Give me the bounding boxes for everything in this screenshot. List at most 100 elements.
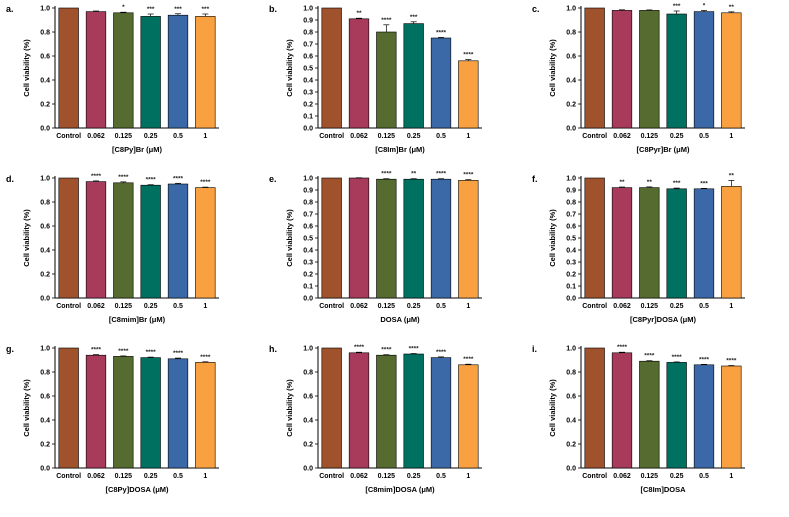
x-tick-label: 0.125	[378, 133, 396, 140]
y-tick-label: 0.4	[566, 248, 576, 255]
significance-label: ****	[200, 179, 211, 186]
y-tick-label: 0.8	[566, 30, 576, 37]
x-tick-label: 0.25	[407, 473, 421, 480]
y-tick-label: 0.7	[566, 212, 576, 219]
panel-label: b.	[269, 4, 277, 14]
y-tick-label: 0.6	[303, 54, 313, 61]
bar	[430, 357, 452, 469]
chart-panel: h. Cell viability (%) 0.0 0.2 0.4 0.6 0.8 1.0 Co…	[269, 344, 482, 494]
x-axis-title: DOSA (μM)	[380, 315, 420, 324]
y-tick-label: 0.4	[303, 248, 313, 255]
chart-panel: i. Cell viability (%) 0.0 0.2 0.4 0.6 0.8 1.0 Co…	[532, 344, 745, 494]
chart-panel: d. Cell viability (%) 0.0 0.2 0.4 0.6 0.8 1.0 Co…	[6, 173, 219, 324]
significance-label: ****	[699, 356, 710, 363]
y-tick-label: 0.5	[303, 66, 313, 73]
x-axis-title: [C8Pyr]DOSA (μM)	[630, 315, 696, 324]
chart-panel: g. Cell viability (%) 0.0 0.2 0.4 0.6 0.8 1.0 Co…	[6, 344, 219, 494]
significance-label: ****	[644, 353, 655, 360]
x-tick-label: Control	[56, 303, 81, 310]
x-tick-label: Control	[319, 473, 344, 480]
x-tick-label: 0.062	[613, 303, 631, 310]
y-tick-label: 0.9	[566, 188, 576, 195]
y-tick-label: 0.4	[40, 78, 50, 85]
y-tick-label: 0.0	[303, 466, 313, 473]
bar	[85, 354, 107, 469]
y-tick-label: 0.2	[303, 442, 313, 449]
bar	[85, 181, 107, 299]
bar	[58, 7, 79, 129]
panel-label: i.	[532, 344, 537, 354]
x-tick-label: 0.125	[378, 473, 396, 480]
bar	[458, 180, 479, 299]
x-axis-title: [C8mim]Br (μM)	[109, 315, 166, 324]
x-tick-label: 0.125	[641, 303, 659, 310]
chart-panel: f. Cell viability (%) 0.0 0.1 0.2 0.3 0.4 0.5 0.…	[532, 172, 745, 324]
y-tick-label: 0.3	[303, 90, 313, 97]
y-tick-label: 0.8	[566, 370, 576, 377]
x-tick-label: 1	[203, 473, 207, 480]
x-tick-label: 0.5	[173, 133, 183, 140]
bar	[321, 177, 342, 299]
y-tick-label: 1.0	[566, 176, 576, 183]
x-tick-label: 0.125	[115, 133, 133, 140]
x-axis-title: [C8Im]Br (μM)	[375, 145, 425, 154]
significance-label: ***	[147, 6, 155, 13]
y-tick-label: 0.4	[40, 248, 50, 255]
chart-panel: b. Cell viability (%) 0.0 0.1 0.2 0.3 0.4 0.5 0.…	[269, 4, 482, 154]
chart-panel: c. Cell viability (%) 0.0 0.2 0.4 0.6 0.8 1.0 Co…	[532, 2, 745, 154]
x-tick-label: 0.062	[350, 133, 368, 140]
y-tick-label: 0.6	[303, 394, 313, 401]
y-tick-label: 1.0	[40, 6, 50, 13]
bar	[721, 12, 742, 129]
significance-label: ****	[381, 171, 392, 178]
y-tick-label: 0.8	[566, 200, 576, 207]
bar	[195, 187, 216, 299]
y-tick-label: 0.8	[40, 30, 50, 37]
y-tick-label: 0.6	[40, 394, 50, 401]
y-axis-title: Cell viability (%)	[548, 379, 557, 437]
significance-label: ****	[118, 174, 129, 181]
y-tick-label: 0.6	[40, 54, 50, 61]
significance-label: ****	[146, 349, 157, 356]
significance-label: ****	[381, 17, 392, 24]
y-tick-label: 0.5	[303, 236, 313, 243]
x-tick-label: 0.25	[407, 303, 421, 310]
significance-label: ****	[409, 346, 420, 353]
x-tick-label: Control	[56, 473, 81, 480]
x-tick-label: 0.5	[436, 303, 446, 310]
x-tick-label: 0.5	[699, 473, 709, 480]
panel-label: e.	[269, 174, 277, 184]
bar	[376, 31, 397, 129]
y-tick-label: 0.2	[566, 442, 576, 449]
significance-label: ****	[146, 177, 157, 184]
y-tick-label: 1.0	[303, 6, 313, 13]
y-tick-label: 1.0	[566, 6, 576, 13]
x-axis-title: [C8Pyr]Br (μM)	[637, 145, 690, 154]
significance-label: ****	[118, 348, 129, 355]
y-tick-label: 0.9	[303, 188, 313, 195]
x-tick-label: 0.062	[87, 133, 105, 140]
bar	[639, 360, 660, 469]
significance-label: *	[122, 4, 125, 11]
x-tick-label: 1	[729, 473, 733, 480]
x-tick-label: 0.25	[407, 133, 421, 140]
y-tick-label: 0.4	[303, 418, 313, 425]
significance-label: ****	[91, 347, 102, 354]
significance-label: ****	[173, 175, 184, 182]
bar	[639, 187, 660, 299]
significance-label: ****	[436, 171, 447, 178]
x-tick-label: 0.5	[436, 133, 446, 140]
panel-label: a.	[6, 4, 14, 14]
significance-label: ****	[381, 347, 392, 354]
y-tick-label: 0.4	[566, 78, 576, 85]
bar	[693, 11, 715, 129]
bar	[58, 347, 79, 469]
x-tick-label: 0.125	[115, 303, 133, 310]
y-tick-label: 0.8	[303, 200, 313, 207]
y-tick-label: 0.6	[40, 224, 50, 231]
y-tick-label: 0.1	[303, 284, 313, 291]
bar	[321, 347, 342, 469]
significance-label: *	[703, 2, 706, 9]
